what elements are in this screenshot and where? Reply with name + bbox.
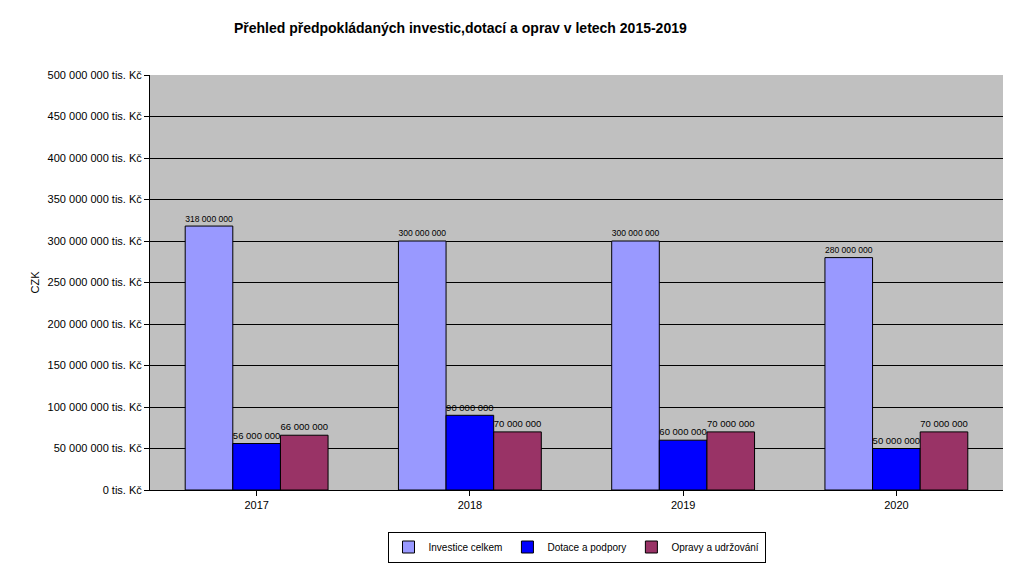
svg-text:Opravy a udržování: Opravy a udržování	[671, 542, 758, 553]
svg-text:2018: 2018	[458, 499, 482, 511]
svg-text:450 000 000 tis. Kč: 450 000 000 tis. Kč	[48, 110, 143, 122]
svg-text:Dotace a podpory: Dotace a podpory	[547, 542, 626, 553]
svg-text:300 000 000 tis. Kč: 300 000 000 tis. Kč	[48, 235, 143, 247]
svg-text:200 000 000 tis. Kč: 200 000 000 tis. Kč	[48, 318, 143, 330]
svg-text:350 000 000 tis. Kč: 350 000 000 tis. Kč	[48, 193, 143, 205]
svg-text:318 000 000: 318 000 000	[185, 214, 233, 224]
svg-text:Přehled předpokládaných invest: Přehled předpokládaných investic,dotací …	[234, 20, 687, 36]
svg-text:70 000 000: 70 000 000	[920, 418, 968, 429]
svg-text:150 000 000 tis. Kč: 150 000 000 tis. Kč	[48, 359, 143, 371]
svg-text:Investice celkem: Investice celkem	[429, 542, 503, 553]
svg-text:56 000 000: 56 000 000	[233, 430, 281, 441]
svg-text:250 000 000 tis. Kč: 250 000 000 tis. Kč	[48, 276, 143, 288]
svg-text:70 000 000: 70 000 000	[707, 418, 755, 429]
svg-text:2019: 2019	[671, 499, 695, 511]
svg-text:66 000 000: 66 000 000	[280, 421, 328, 432]
svg-text:90 000 000: 90 000 000	[446, 402, 494, 413]
svg-text:300 000 000: 300 000 000	[398, 228, 446, 238]
svg-text:500 000 000 tis. Kč: 500 000 000 tis. Kč	[48, 69, 143, 81]
svg-text:2017: 2017	[244, 499, 268, 511]
svg-text:0 tis. Kč: 0 tis. Kč	[103, 484, 143, 496]
svg-text:2020: 2020	[884, 499, 908, 511]
svg-text:100 000 000 tis. Kč: 100 000 000 tis. Kč	[48, 401, 143, 413]
svg-text:CZK: CZK	[29, 271, 41, 294]
svg-text:280 000 000: 280 000 000	[825, 245, 873, 255]
svg-text:50 000 000: 50 000 000	[873, 435, 921, 446]
svg-text:300 000 000: 300 000 000	[612, 228, 660, 238]
svg-text:50 000 000 tis. Kč: 50 000 000 tis. Kč	[54, 442, 143, 454]
svg-text:400 000 000 tis. Kč: 400 000 000 tis. Kč	[48, 152, 143, 164]
svg-text:70 000 000: 70 000 000	[494, 418, 542, 429]
svg-text:60 000 000: 60 000 000	[659, 426, 707, 437]
